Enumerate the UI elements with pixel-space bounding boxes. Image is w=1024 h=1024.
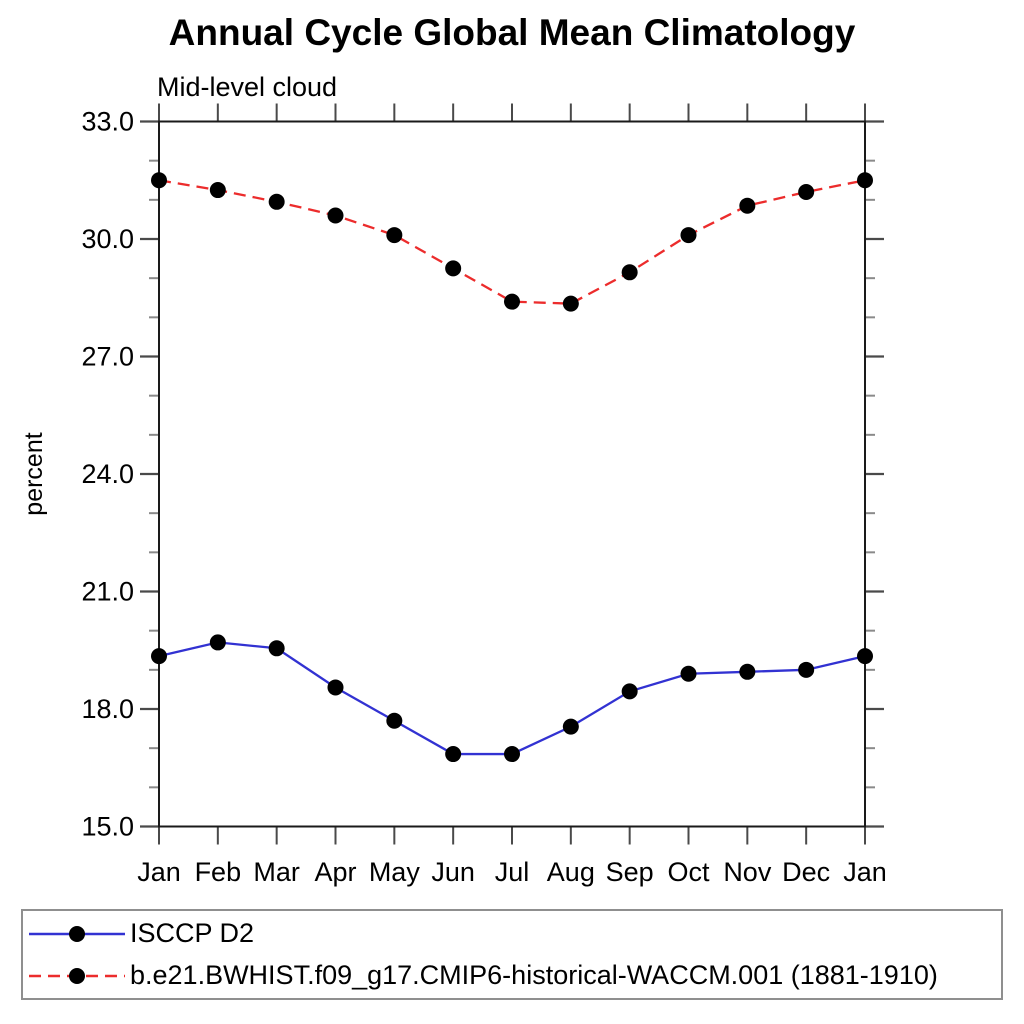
- data-point-series-1: [504, 293, 520, 310]
- x-axis-month-label: Sep: [606, 857, 654, 887]
- y-axis-tick-label: 21.0: [81, 577, 134, 607]
- data-point-series-0: [209, 634, 226, 651]
- series-line-0: [158, 641, 866, 756]
- data-point-series-0: [327, 679, 344, 696]
- series-line-1: [158, 179, 866, 305]
- legend-sample-dashed-line: [29, 967, 125, 984]
- y-axis-title: percent: [20, 432, 48, 515]
- data-point-series-1: [151, 172, 167, 189]
- data-point-series-0: [680, 665, 697, 682]
- x-axis-month-label: Nov: [723, 857, 772, 887]
- x-axis-month-label: Jun: [431, 857, 475, 887]
- data-point-series-1: [739, 197, 756, 214]
- data-point-series-0: [445, 746, 462, 763]
- data-point-series-0: [504, 746, 520, 763]
- y-axis-tick-label: 18.0: [81, 694, 134, 724]
- x-axis-month-label: Jan: [843, 857, 887, 887]
- data-point-series-0: [562, 718, 579, 735]
- plot-frame: [158, 120, 866, 828]
- x-axis-month-label: Jan: [137, 857, 181, 887]
- chart-subtitle: Mid-level cloud: [157, 72, 338, 102]
- data-point-series-1: [327, 207, 344, 224]
- data-point-series-1: [562, 295, 579, 312]
- data-point-series-0: [151, 648, 167, 665]
- data-point-series-0: [621, 683, 638, 700]
- data-point-series-1: [445, 260, 462, 277]
- legend-sample-solid-line: [29, 925, 125, 942]
- y-axis-tick-label: 30.0: [81, 224, 134, 254]
- data-point-series-0: [386, 712, 403, 729]
- data-point-series-0: [857, 648, 873, 665]
- legend-label-waccm: b.e21.BWHIST.f09_g17.CMIP6-historical-WA…: [130, 960, 938, 990]
- data-point-series-1: [798, 184, 815, 200]
- data-point-series-0: [268, 640, 285, 657]
- legend: ISCCP D2 b.e21.BWHIST.f09_g17.CMIP6-hist…: [21, 909, 1003, 1000]
- legend-item-waccm: b.e21.BWHIST.f09_g17.CMIP6-historical-WA…: [27, 955, 1001, 997]
- x-axis-month-label: Aug: [547, 857, 595, 887]
- y-axis-tick-label: 15.0: [81, 812, 134, 842]
- data-point-series-1: [857, 172, 873, 189]
- x-axis-month-label: Apr: [314, 857, 356, 887]
- y-axis-tick-label: 33.0: [81, 107, 134, 137]
- legend-marker-dot: [69, 967, 85, 984]
- x-axis-month-label: Oct: [667, 857, 710, 887]
- plot-area: 15.0 18.0 21.0 24.0 27.0 30.0 33.0 Jan Feb Mar Apr…: [20, 103, 887, 887]
- data-point-series-1: [268, 193, 285, 210]
- y-axis-tick-label: 27.0: [81, 342, 134, 372]
- data-point-series-1: [621, 264, 638, 281]
- chart-title: Annual Cycle Global Mean Climatology: [168, 12, 856, 53]
- x-axis-month-label: Feb: [195, 857, 242, 887]
- legend-label-isccp-d2: ISCCP D2: [130, 918, 255, 948]
- data-point-series-1: [680, 227, 697, 244]
- y-axis-tick-label: 24.0: [81, 459, 134, 489]
- data-point-series-1: [386, 227, 403, 244]
- x-axis-month-label: May: [369, 857, 421, 887]
- data-point-series-1: [209, 182, 226, 199]
- x-axis-month-label: Mar: [253, 857, 300, 887]
- x-axis-month-label: Jul: [495, 857, 530, 887]
- legend-marker-dot: [69, 925, 85, 942]
- legend-item-isccp-d2: ISCCP D2: [27, 913, 1001, 955]
- x-axis-month-label: Dec: [782, 857, 830, 887]
- data-point-series-0: [739, 663, 756, 680]
- data-point-series-0: [798, 661, 815, 678]
